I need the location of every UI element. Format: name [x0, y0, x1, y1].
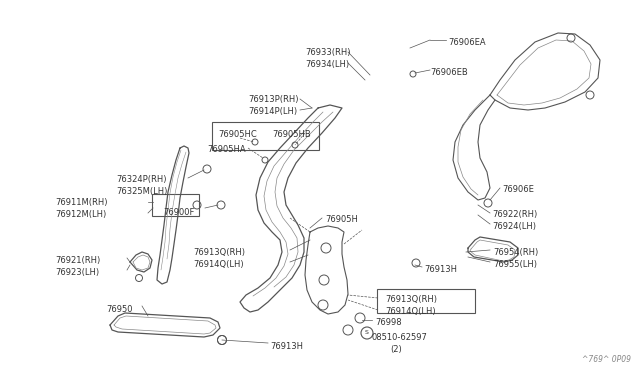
Text: 76913H: 76913H — [270, 342, 303, 351]
Text: 76998: 76998 — [375, 318, 402, 327]
Text: 76913P(RH): 76913P(RH) — [248, 95, 298, 104]
Text: 76950: 76950 — [106, 305, 132, 314]
Text: 76906EA: 76906EA — [448, 38, 486, 47]
Text: 76914P(LH): 76914P(LH) — [248, 107, 297, 116]
Text: 76325M(LH): 76325M(LH) — [116, 187, 168, 196]
Text: 76906E: 76906E — [502, 185, 534, 194]
Text: 76905HC: 76905HC — [218, 130, 257, 139]
Text: 76914Q(LH): 76914Q(LH) — [385, 307, 436, 316]
Text: 76934(LH): 76934(LH) — [305, 60, 349, 69]
Text: S: S — [365, 330, 369, 336]
Text: 76933(RH): 76933(RH) — [305, 48, 351, 57]
Text: 76324P(RH): 76324P(RH) — [116, 175, 166, 184]
Text: 76955(LH): 76955(LH) — [493, 260, 537, 269]
Text: 76923(LH): 76923(LH) — [55, 268, 99, 277]
Text: ^769^ 0P09: ^769^ 0P09 — [582, 355, 631, 364]
Text: 76921(RH): 76921(RH) — [55, 256, 100, 265]
Text: 76914Q(LH): 76914Q(LH) — [193, 260, 244, 269]
Text: 76954(RH): 76954(RH) — [493, 248, 538, 257]
Text: 76911M(RH): 76911M(RH) — [55, 198, 108, 207]
Text: 76913Q(RH): 76913Q(RH) — [193, 248, 245, 257]
Text: 76912M(LH): 76912M(LH) — [55, 210, 106, 219]
Text: (2): (2) — [390, 345, 402, 354]
Text: 76905HA: 76905HA — [207, 145, 246, 154]
Text: 76913Q(RH): 76913Q(RH) — [385, 295, 437, 304]
Text: 76905H: 76905H — [325, 215, 358, 224]
Text: 76905HB: 76905HB — [272, 130, 311, 139]
Text: 08510-62597: 08510-62597 — [372, 333, 428, 342]
Text: 76924(LH): 76924(LH) — [492, 222, 536, 231]
Text: 76900F: 76900F — [163, 208, 195, 217]
Text: 76906EB: 76906EB — [430, 68, 468, 77]
Text: 76922(RH): 76922(RH) — [492, 210, 537, 219]
Text: 76913H: 76913H — [424, 265, 457, 274]
